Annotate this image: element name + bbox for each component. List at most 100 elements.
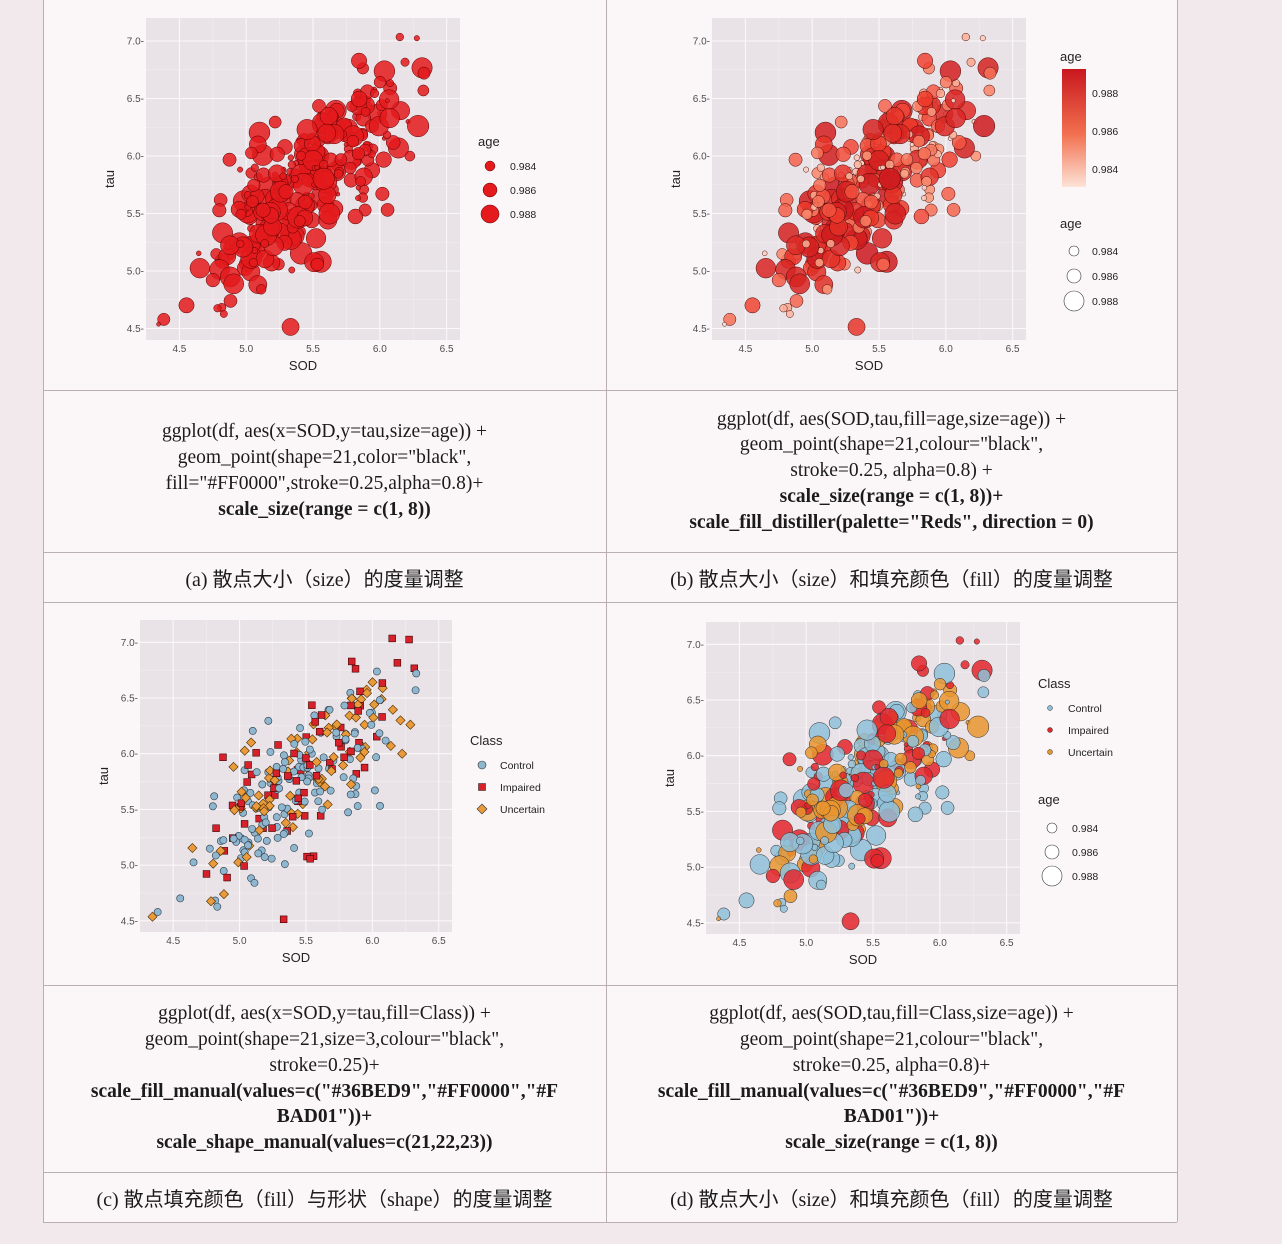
data-point <box>252 768 261 777</box>
data-point <box>880 164 886 171</box>
x-axis-label: SOD <box>282 950 310 965</box>
data-point <box>350 712 361 723</box>
data-point <box>894 752 908 766</box>
data-point <box>335 738 343 747</box>
legend-key <box>1068 245 1080 257</box>
data-point <box>305 228 327 249</box>
y-tick-label: 5.0- <box>121 861 138 872</box>
data-point <box>373 76 387 89</box>
data-point <box>871 228 893 249</box>
data-point <box>885 107 904 126</box>
data-point <box>248 825 257 833</box>
data-point <box>189 858 198 867</box>
data-point <box>306 855 314 863</box>
data-point <box>338 760 349 771</box>
data-point <box>899 169 910 179</box>
data-point <box>311 756 322 768</box>
data-point <box>218 889 229 900</box>
data-point <box>839 771 847 780</box>
data-point <box>210 792 219 801</box>
data-point <box>266 748 275 756</box>
data-point <box>372 667 381 676</box>
data-point <box>400 57 410 67</box>
data-point <box>350 729 359 738</box>
legend-key <box>477 760 487 770</box>
data-point <box>290 749 298 758</box>
data-point <box>806 793 819 807</box>
y-tick-label: 6.0- <box>127 152 144 163</box>
data-point <box>361 688 373 699</box>
legend-label: 0.988 <box>1092 88 1118 100</box>
data-point <box>314 797 323 806</box>
data-point <box>246 737 257 748</box>
data-point <box>802 239 811 249</box>
data-point <box>385 740 396 751</box>
y-tick-label: 5.0- <box>687 863 704 874</box>
data-point <box>228 761 239 772</box>
y-tick-label: 5.5- <box>127 209 144 220</box>
x-tick-label: 5.5 <box>872 344 886 355</box>
data-point <box>910 161 923 175</box>
data-point <box>284 772 292 780</box>
data-point <box>951 135 967 150</box>
data-point <box>300 797 309 806</box>
data-point <box>260 239 269 248</box>
legend-key <box>480 204 500 224</box>
data-point <box>785 310 794 318</box>
data-point <box>307 734 318 745</box>
data-point <box>796 836 805 845</box>
data-point <box>395 32 404 42</box>
legend-key <box>476 803 488 815</box>
y-tick-label: 6.5- <box>687 696 704 707</box>
colorbar <box>1062 69 1086 187</box>
data-point <box>279 830 288 838</box>
data-point <box>296 724 304 732</box>
y-tick-label: 6.0- <box>121 749 138 760</box>
y-tick-label: 6.5- <box>127 94 144 105</box>
chart-b: 4.5 5.0 5.5 6.0 6.5 4.5- 5.0- 5.5- 6.0- 6.5- 7.0- S… <box>668 18 1118 373</box>
data-point <box>807 777 821 791</box>
y-tick-label: 5.5- <box>121 805 138 816</box>
data-point <box>847 754 855 761</box>
data-point <box>359 746 370 758</box>
data-point <box>343 142 349 147</box>
data-point <box>339 773 348 782</box>
x-tick-label: 5.5 <box>299 936 313 947</box>
data-point <box>845 172 853 180</box>
data-point <box>241 852 252 863</box>
data-point <box>856 750 866 761</box>
legend-label: 0.986 <box>1092 126 1118 138</box>
data-point <box>205 272 221 288</box>
legend-key <box>1047 727 1053 733</box>
data-point <box>955 636 964 645</box>
data-point <box>244 841 252 850</box>
code-line: stroke=0.25)+ <box>269 1054 380 1076</box>
y-axis-label: tau <box>662 769 677 787</box>
data-point <box>213 304 222 313</box>
data-point <box>847 318 866 336</box>
y-axis-label: tau <box>96 767 111 785</box>
data-point <box>884 203 906 225</box>
data-point <box>977 686 990 699</box>
data-point <box>388 634 396 643</box>
data-point <box>306 761 314 769</box>
data-point <box>326 786 335 795</box>
data-point <box>360 107 371 117</box>
y-tick-label: 7.0- <box>121 638 138 649</box>
data-point <box>921 176 932 187</box>
data-point <box>322 799 333 810</box>
legend-key <box>1047 749 1053 755</box>
data-point <box>961 32 970 42</box>
data-point <box>244 761 252 769</box>
data-point <box>973 638 980 645</box>
data-point <box>267 854 276 863</box>
data-point <box>310 711 319 720</box>
data-point <box>297 194 313 210</box>
data-point <box>316 812 325 820</box>
data-point <box>853 154 861 161</box>
data-point <box>287 822 298 833</box>
panel-caption: (b) 散点大小（size）和填充颜色（fill）的度量调整 <box>670 568 1113 591</box>
legend-title: age <box>478 134 500 149</box>
table-rule <box>43 602 1177 603</box>
data-point <box>853 160 862 169</box>
